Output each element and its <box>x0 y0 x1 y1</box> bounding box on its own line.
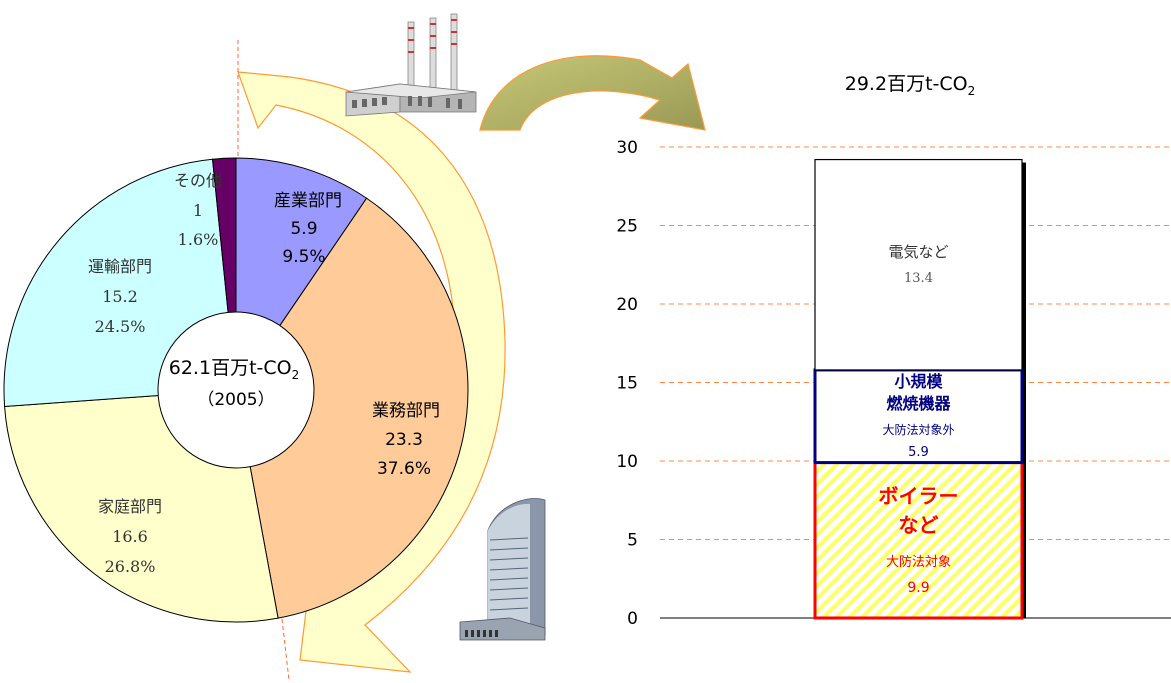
bar-segment-electricity <box>814 158 1023 371</box>
y-tick-label: 20 <box>616 295 638 315</box>
y-tick-label: 5 <box>627 531 638 551</box>
slice-percent: 37.6% <box>377 459 431 479</box>
y-tick-label: 0 <box>627 609 638 629</box>
y-tick-label: 30 <box>616 138 638 158</box>
segment-label-line: 電気など <box>888 243 948 261</box>
slice-percent: 1.6% <box>178 230 219 249</box>
slice-name: その他 <box>174 171 222 190</box>
pie-chart: 62.1百万t-CO2 （2005） 産業部門 5.9 9.5% 業務部門 23… <box>3 157 469 623</box>
segment-label-line: 燃焼機器 <box>886 394 951 413</box>
slice-label-commercial: 業務部門 23.3 37.6% <box>372 401 440 479</box>
slice-label-household: 家庭部門 16.6 26.8% <box>98 497 162 576</box>
pie-hole <box>157 311 315 469</box>
slice-label-transport: 運輸部門 15.2 24.5% <box>88 257 152 336</box>
bar-chart-title: 29.2百万t-CO2 <box>845 73 975 98</box>
slice-label-other: その他 1 1.6% <box>174 171 222 249</box>
transfer-arrow <box>479 55 706 131</box>
pie-center-total: 62.1百万t-CO2 <box>169 357 299 382</box>
segment-sublabel: 大防法対象外 <box>882 422 954 437</box>
slice-percent: 26.8% <box>105 557 156 576</box>
slice-name: 運輸部門 <box>88 257 152 276</box>
slice-value: 5.9 <box>290 219 317 239</box>
cycle-arrow-large <box>237 71 506 673</box>
y-axis-ticks: 0 5 10 15 20 25 30 <box>616 138 638 629</box>
pie-slices <box>3 157 469 623</box>
slice-name: 産業部門 <box>274 191 342 211</box>
slice-value: 16.6 <box>112 527 148 546</box>
slice-name: 家庭部門 <box>98 497 162 516</box>
bar-segments <box>813 158 1024 620</box>
segment-value: 9.9 <box>907 580 929 596</box>
slice-name: 業務部門 <box>372 401 440 421</box>
bar-segment-small-combustion <box>813 368 1024 465</box>
factory-icon <box>345 13 477 117</box>
segment-label-line: 小規模 <box>894 372 943 391</box>
segment-label-line: ボイラー <box>879 484 959 508</box>
slice-percent: 9.5% <box>282 247 325 267</box>
y-tick-label: 15 <box>616 374 638 394</box>
segment-sublabel: 大防法対象 <box>886 554 951 570</box>
segment-value: 5.9 <box>908 445 929 460</box>
slice-value: 15.2 <box>102 287 138 306</box>
slice-label-industry: 産業部門 5.9 9.5% <box>274 191 342 267</box>
y-tick-label: 25 <box>616 217 638 237</box>
bar-shadow-right <box>1022 162 1026 618</box>
slice-percent: 24.5% <box>95 317 146 336</box>
slice-value: 1 <box>193 201 203 220</box>
slice-value: 23.3 <box>385 430 423 450</box>
y-tick-label: 10 <box>616 452 638 472</box>
segment-value: 13.4 <box>904 271 933 286</box>
segment-label-line: など <box>899 513 939 537</box>
pie-slice-commercial <box>235 197 469 619</box>
office-building-icon <box>459 498 546 641</box>
pie-center-year: （2005） <box>197 390 274 410</box>
bar-segment-boiler <box>813 461 1024 620</box>
bar-shadow <box>1022 162 1026 618</box>
